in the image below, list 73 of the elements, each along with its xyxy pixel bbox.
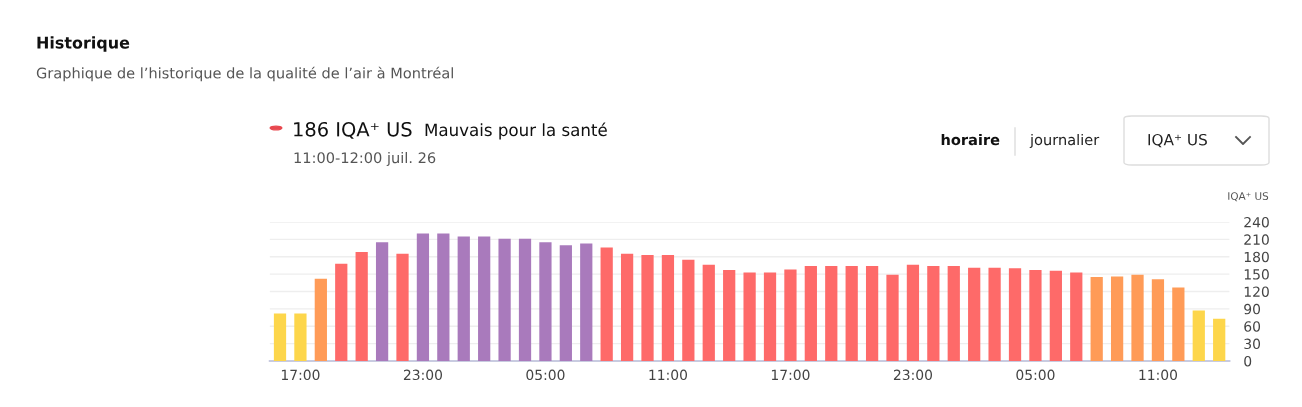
x-tick-label: 23:00 bbox=[403, 369, 443, 381]
bar bbox=[1029, 270, 1042, 361]
y-tick-label: 30 bbox=[1244, 338, 1261, 350]
chart-subtitle: Graphique de l’historique de la qualité de l’air à Montréal bbox=[36, 66, 453, 82]
text: 186 IQA⁺ US bbox=[294, 121, 412, 139]
text: Historique bbox=[37, 36, 130, 52]
x-tick-label: 17:00 bbox=[281, 369, 320, 381]
bar bbox=[1131, 274, 1144, 361]
bar bbox=[968, 267, 981, 361]
bar bbox=[1070, 272, 1083, 361]
bar bbox=[661, 255, 675, 361]
bar bbox=[641, 255, 654, 361]
bar bbox=[559, 245, 572, 361]
y-tick-label: 150 bbox=[1244, 269, 1269, 280]
bar bbox=[825, 266, 838, 361]
bar bbox=[682, 259, 695, 361]
bar bbox=[906, 264, 920, 361]
bar bbox=[478, 236, 491, 361]
bar bbox=[375, 242, 389, 361]
bar bbox=[600, 247, 613, 361]
bar bbox=[1110, 276, 1124, 361]
bar bbox=[1213, 318, 1226, 361]
x-tick-label: 23:00 bbox=[893, 369, 933, 381]
y-tick-label: 120 bbox=[1244, 286, 1269, 297]
y-tick-label: 210 bbox=[1244, 234, 1269, 245]
text: 11:00-12:00 juil. 26 bbox=[294, 151, 436, 167]
bar bbox=[580, 243, 593, 361]
bar bbox=[518, 238, 532, 361]
x-tick-label: 05:00 bbox=[526, 369, 565, 381]
bar bbox=[416, 233, 430, 361]
text: Mauvais pour la santé bbox=[425, 122, 607, 140]
x-tick-label: 11:00 bbox=[649, 369, 688, 381]
bar bbox=[988, 267, 1001, 361]
bar bbox=[355, 252, 368, 361]
bar bbox=[620, 253, 634, 361]
bar bbox=[1151, 279, 1165, 361]
bar bbox=[886, 274, 899, 361]
bar bbox=[457, 236, 470, 361]
bar bbox=[743, 272, 756, 361]
bar bbox=[804, 266, 817, 361]
y-tick-label: 60 bbox=[1244, 321, 1261, 332]
bar bbox=[1090, 277, 1103, 361]
y-tick-label: 240 bbox=[1244, 216, 1269, 228]
bar bbox=[314, 278, 327, 361]
bar bbox=[396, 253, 409, 361]
bar bbox=[784, 269, 797, 361]
bar bbox=[947, 266, 960, 361]
bar bbox=[539, 242, 552, 361]
bar bbox=[723, 270, 736, 361]
bar bbox=[498, 238, 511, 361]
bar bbox=[273, 313, 287, 361]
y-tick-label: 90 bbox=[1244, 303, 1261, 315]
bar bbox=[927, 266, 940, 361]
bar bbox=[335, 263, 348, 361]
y-tick-label: 180 bbox=[1244, 251, 1269, 263]
bar bbox=[702, 264, 715, 361]
bar bbox=[1172, 287, 1185, 361]
x-tick-label: 05:00 bbox=[1016, 369, 1055, 381]
bar bbox=[437, 233, 450, 361]
x-tick-label: 11:00 bbox=[1139, 369, 1178, 381]
bar bbox=[845, 266, 858, 361]
bar bbox=[1008, 268, 1022, 361]
y-axis-title: IQA⁺ US bbox=[1228, 192, 1269, 202]
bar bbox=[763, 272, 777, 361]
bar bbox=[294, 313, 307, 361]
x-tick-label: 17:00 bbox=[771, 369, 810, 381]
text: IQA⁺ US bbox=[1148, 133, 1207, 148]
text: horaire bbox=[941, 133, 1000, 146]
bar bbox=[1049, 270, 1062, 361]
bar bbox=[865, 266, 879, 361]
y-tick-label: 0 bbox=[1244, 355, 1252, 367]
bar bbox=[1192, 310, 1205, 361]
text: journalier bbox=[1029, 133, 1100, 149]
